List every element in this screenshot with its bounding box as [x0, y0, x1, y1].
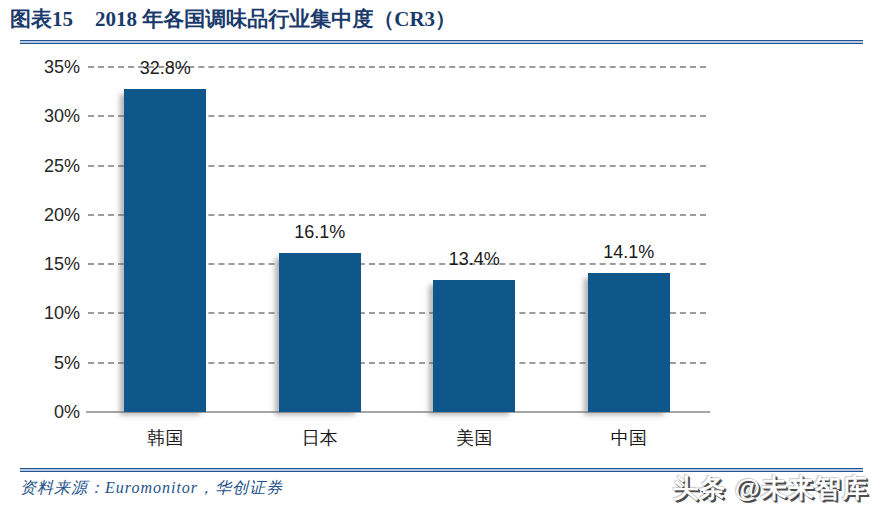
watermark: 头条 @未来智库	[672, 471, 869, 506]
figure-title: 图表15 2018 年各国调味品行业集中度（CR3）	[10, 5, 456, 33]
bar-value-label: 13.4%	[419, 249, 529, 270]
bar-value-label: 32.8%	[110, 58, 220, 79]
source-note: 资料来源：Euromonitor，华创证券	[20, 478, 283, 499]
figure-name: 2018 年各国调味品行业集中度（CR3）	[95, 7, 456, 31]
bar-chart-plot-area: 0%5%10%15%20%25%30%35%32.8%韩国16.1%日本13.4…	[88, 67, 706, 412]
bar-日本	[279, 253, 361, 412]
y-tick-label: 35%	[26, 55, 80, 79]
title-divider	[20, 40, 863, 44]
y-tick-label: 10%	[26, 301, 80, 325]
bar-中国	[588, 273, 670, 412]
x-category-label: 日本	[255, 426, 385, 450]
bar-美国	[433, 280, 515, 412]
y-tick-label: 5%	[26, 351, 80, 375]
y-tick-label: 0%	[26, 400, 80, 424]
x-category-label: 美国	[409, 426, 539, 450]
x-category-label: 韩国	[100, 426, 230, 450]
bar-value-label: 16.1%	[265, 222, 375, 243]
figure-number: 图表15	[10, 7, 73, 31]
y-tick-label: 25%	[26, 154, 80, 178]
y-tick-label: 15%	[26, 252, 80, 276]
bar-value-label: 14.1%	[574, 242, 684, 263]
report-figure: 图表152018 年各国调味品行业集中度（CR3） 0%5%10%15%20%2…	[0, 0, 877, 513]
y-tick-label: 20%	[26, 203, 80, 227]
bar-韩国	[124, 89, 206, 412]
x-category-label: 中国	[564, 426, 694, 450]
y-tick-label: 30%	[26, 104, 80, 128]
